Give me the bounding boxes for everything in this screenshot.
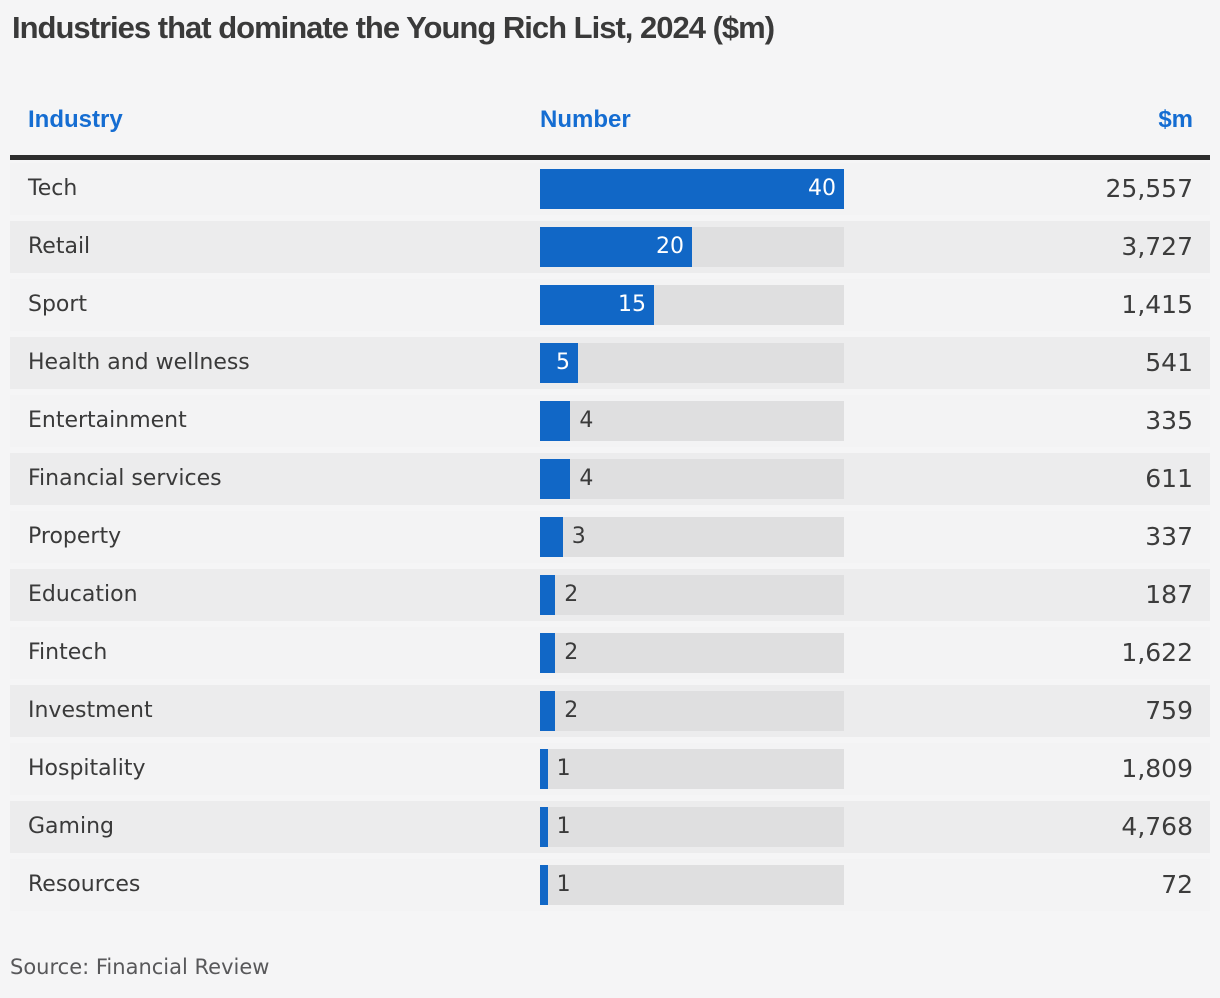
table-row: Education 2 187 xyxy=(10,569,1210,621)
industry-label: Entertainment xyxy=(28,408,187,433)
table-row: Resources 1 72 xyxy=(10,859,1210,911)
amount-value: 611 xyxy=(1145,464,1193,493)
bar-value-label: 20 xyxy=(656,234,684,259)
amount-value: 1,809 xyxy=(1121,754,1193,783)
bar-value-label: 40 xyxy=(808,176,836,201)
page-title: Industries that dominate the Young Rich … xyxy=(12,10,775,45)
industry-label: Property xyxy=(28,524,122,549)
number-bar xyxy=(540,517,563,557)
bar-value-label: 4 xyxy=(579,466,594,491)
bar-track: 1 xyxy=(540,807,844,847)
industry-label: Resources xyxy=(28,872,141,897)
industry-label: Fintech xyxy=(28,640,108,665)
industry-label: Gaming xyxy=(28,814,114,839)
bar-track: 2 xyxy=(540,575,844,615)
amount-value: 335 xyxy=(1145,406,1193,435)
industry-label: Sport xyxy=(28,292,88,317)
bar-value-label: 2 xyxy=(564,640,579,665)
bar-value-label: 15 xyxy=(618,292,646,317)
number-bar xyxy=(540,575,556,615)
number-bar xyxy=(540,691,556,731)
bar-track: 2 xyxy=(540,633,844,673)
header-divider-rule xyxy=(10,155,1210,160)
number-bar xyxy=(540,749,548,789)
bar-track: 4 xyxy=(540,459,844,499)
number-bar: 20 xyxy=(540,227,692,267)
column-header-amount: $m xyxy=(1158,106,1193,133)
number-bar: 40 xyxy=(540,169,844,209)
amount-value: 187 xyxy=(1145,580,1193,609)
number-bar xyxy=(540,459,571,499)
bar-track: 15 xyxy=(540,285,844,325)
bar-track: 1 xyxy=(540,749,844,789)
source-note: Source: Financial Review xyxy=(10,955,270,979)
bar-value-label: 1 xyxy=(556,872,571,897)
table-row: Fintech 2 1,622 xyxy=(10,627,1210,679)
amount-value: 4,768 xyxy=(1121,812,1193,841)
industry-label: Financial services xyxy=(28,466,222,491)
table-row: Sport 15 1,415 xyxy=(10,279,1210,331)
number-bar xyxy=(540,865,548,905)
industry-label: Investment xyxy=(28,698,153,723)
amount-value: 1,622 xyxy=(1121,638,1193,667)
bar-value-label: 1 xyxy=(556,814,571,839)
bar-value-label: 1 xyxy=(556,756,571,781)
amount-value: 1,415 xyxy=(1121,290,1193,319)
table-row: Entertainment 4 335 xyxy=(10,395,1210,447)
table-row: Tech 40 25,557 xyxy=(10,163,1210,215)
amount-value: 72 xyxy=(1161,870,1193,899)
industry-label: Health and wellness xyxy=(28,350,250,375)
bar-track: 4 xyxy=(540,401,844,441)
bar-value-label: 2 xyxy=(564,582,579,607)
industry-label: Hospitality xyxy=(28,756,146,781)
industry-label: Education xyxy=(28,582,138,607)
column-header-number: Number xyxy=(540,106,631,133)
table-row: Financial services 4 611 xyxy=(10,453,1210,505)
table-row: Gaming 1 4,768 xyxy=(10,801,1210,853)
table-row: Investment 2 759 xyxy=(10,685,1210,737)
bar-value-label: 3 xyxy=(571,524,586,549)
amount-value: 25,557 xyxy=(1105,174,1193,203)
table-body: Tech 40 25,557 Retail 20 3,727 Sport 15 … xyxy=(10,163,1210,917)
number-bar xyxy=(540,633,556,673)
bar-track: 1 xyxy=(540,865,844,905)
industry-label: Retail xyxy=(28,234,91,259)
table-row: Hospitality 1 1,809 xyxy=(10,743,1210,795)
bar-track: 40 xyxy=(540,169,844,209)
table-row: Health and wellness 5 541 xyxy=(10,337,1210,389)
table-row: Retail 20 3,727 xyxy=(10,221,1210,273)
amount-value: 3,727 xyxy=(1121,232,1193,261)
bar-track: 3 xyxy=(540,517,844,557)
number-bar: 15 xyxy=(540,285,654,325)
number-bar: 5 xyxy=(540,343,578,383)
bar-value-label: 4 xyxy=(579,408,594,433)
table-row: Property 3 337 xyxy=(10,511,1210,563)
bar-value-label: 5 xyxy=(556,350,570,375)
industry-label: Tech xyxy=(28,176,78,201)
amount-value: 759 xyxy=(1145,696,1193,725)
bar-track: 2 xyxy=(540,691,844,731)
bar-value-label: 2 xyxy=(564,698,579,723)
bar-track: 5 xyxy=(540,343,844,383)
amount-value: 541 xyxy=(1145,348,1193,377)
number-bar xyxy=(540,807,548,847)
table-header: Industry Number $m xyxy=(10,106,1210,140)
amount-value: 337 xyxy=(1145,522,1193,551)
number-bar xyxy=(540,401,571,441)
bar-track: 20 xyxy=(540,227,844,267)
column-header-industry: Industry xyxy=(28,106,123,133)
